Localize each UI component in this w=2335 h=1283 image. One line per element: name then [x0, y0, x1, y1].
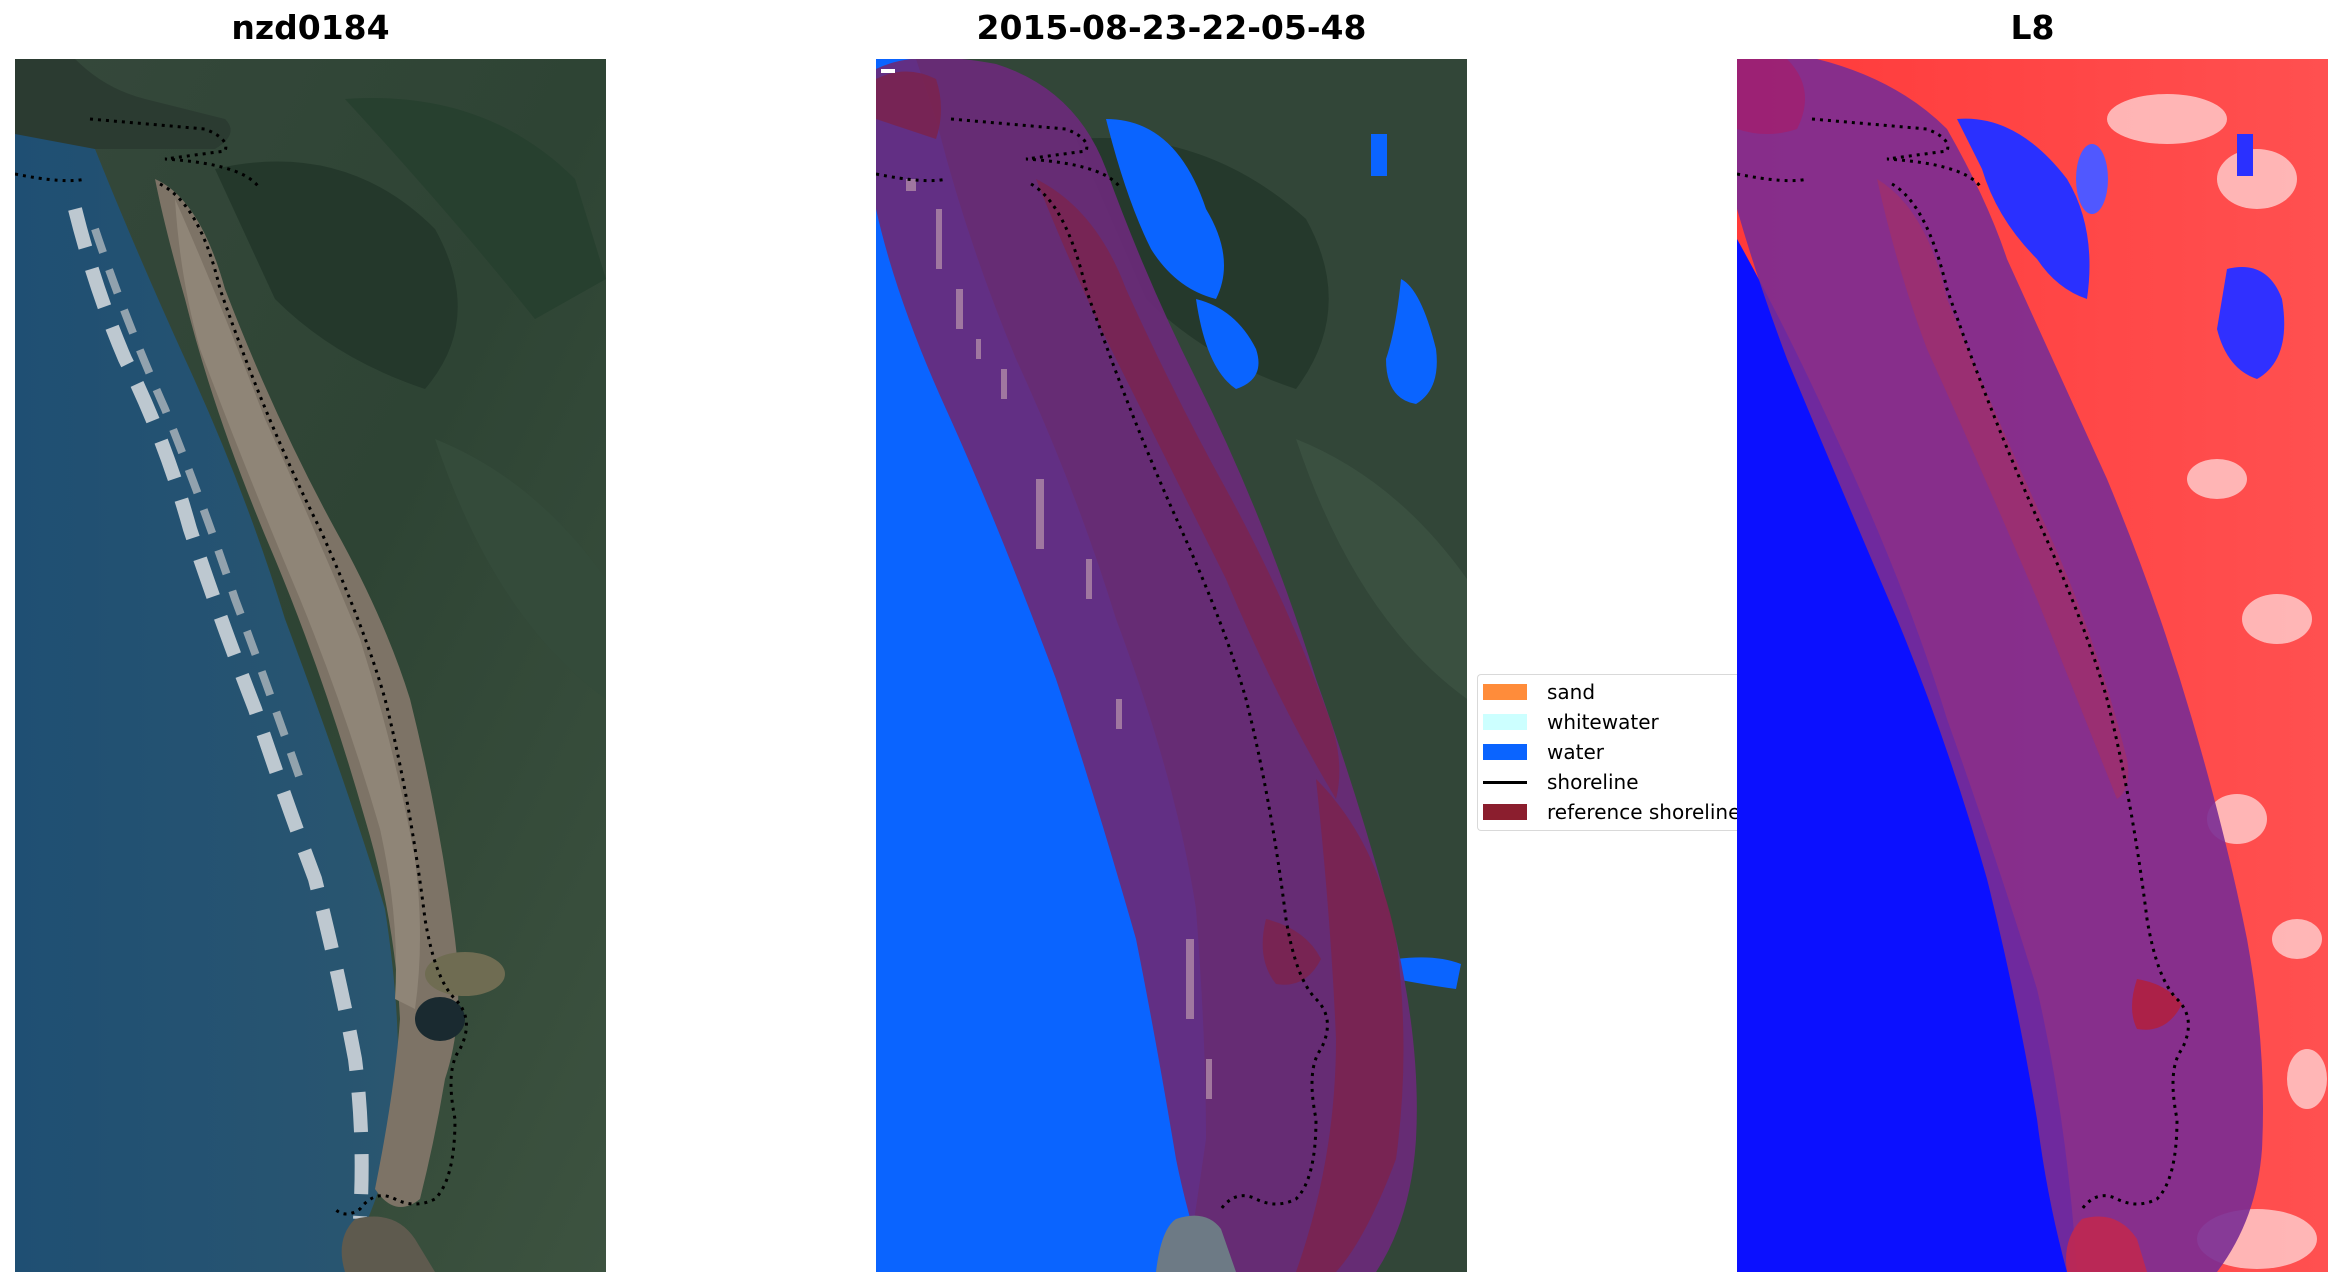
legend-item-reference-shoreline: reference shoreline	[1478, 797, 1737, 827]
legend: sand whitewater water shoreline referenc…	[1477, 674, 1737, 831]
legend-item-water: water	[1478, 737, 1604, 767]
rgb-satellite-image	[15, 59, 606, 1272]
whitewater-swatch	[1483, 714, 1527, 730]
panel-title-rgb: nzd0184	[231, 8, 390, 47]
legend-label: sand	[1547, 680, 1596, 704]
rgb-image-panel	[15, 59, 606, 1272]
index-image	[1737, 59, 2328, 1272]
legend-item-shoreline: shoreline	[1478, 767, 1639, 797]
classified-image	[876, 59, 1467, 1272]
legend-item-sand: sand	[1478, 677, 1595, 707]
sand-swatch	[1483, 684, 1527, 700]
legend-label: reference shoreline	[1547, 800, 1737, 824]
panel-title-index: L8	[2010, 8, 2055, 47]
water-swatch	[1483, 744, 1527, 760]
legend-label: shoreline	[1547, 770, 1639, 794]
legend-label: water	[1547, 740, 1604, 764]
index-image-panel	[1737, 59, 2328, 1272]
panel-title-classified: 2015-08-23-22-05-48	[976, 8, 1367, 47]
reference-shoreline-swatch	[1483, 804, 1527, 820]
legend-item-whitewater: whitewater	[1478, 707, 1659, 737]
classified-image-panel	[876, 59, 1467, 1272]
shoreline-line-swatch	[1483, 780, 1527, 784]
legend-label: whitewater	[1547, 710, 1659, 734]
